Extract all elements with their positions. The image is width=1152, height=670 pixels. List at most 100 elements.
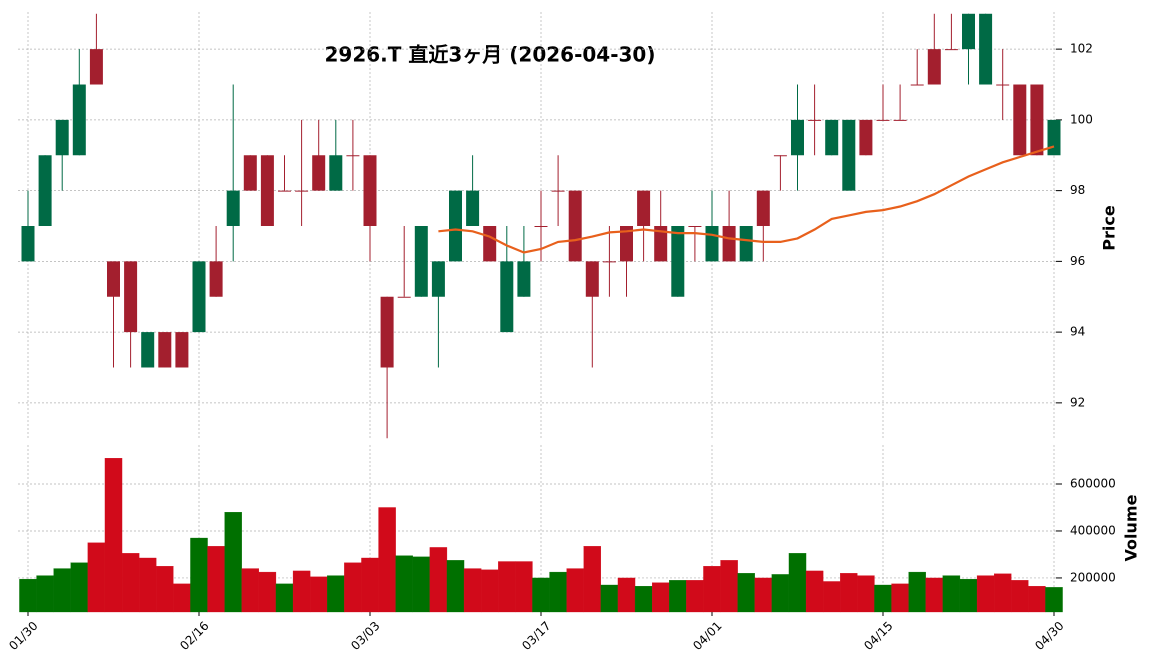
volume-bar xyxy=(686,580,704,613)
y-tick-label: 94 xyxy=(1070,325,1085,339)
y-tick-label: 92 xyxy=(1070,395,1085,409)
volume-bar xyxy=(258,571,277,613)
volume-bar xyxy=(87,542,106,613)
volume-bar xyxy=(515,561,533,613)
candle-body xyxy=(363,155,377,226)
volume-bar xyxy=(1045,587,1063,613)
candle-body xyxy=(944,49,958,51)
volume-bar xyxy=(754,577,773,613)
x-tick-label: 04/30 xyxy=(1032,619,1066,653)
volume-axis-label: Volume xyxy=(1122,494,1141,561)
x-tick-label: 01/30 xyxy=(6,619,40,653)
candle-body xyxy=(551,190,565,192)
volume-bar xyxy=(429,547,448,613)
y-tick-label: 96 xyxy=(1070,254,1085,268)
candle-body xyxy=(175,332,189,368)
candle-body xyxy=(243,155,257,191)
volume-bar xyxy=(669,580,687,613)
candle-body xyxy=(876,119,890,121)
volume-bar xyxy=(805,570,824,613)
volume-bar xyxy=(292,570,311,613)
volume-bar xyxy=(361,557,379,613)
candle-body xyxy=(226,190,240,226)
candle-body xyxy=(346,155,360,157)
volume-bar xyxy=(19,578,37,613)
candle-body xyxy=(1013,84,1027,156)
volume-bar xyxy=(104,458,123,613)
volume-bar xyxy=(36,575,54,613)
volume-bar xyxy=(412,556,431,613)
volume-bar xyxy=(463,568,482,613)
candle-body xyxy=(158,332,172,368)
volume-bar xyxy=(840,573,858,613)
volume-bar xyxy=(138,557,157,613)
candle-body xyxy=(825,119,839,156)
candle-body xyxy=(979,13,993,85)
candle-body xyxy=(637,190,651,226)
volume-bar xyxy=(446,560,465,613)
y-tick-label: 100 xyxy=(1070,112,1093,126)
candle-body xyxy=(312,155,326,191)
volume-bar xyxy=(976,575,995,613)
candle-body xyxy=(21,226,35,262)
volume-bar xyxy=(600,584,619,613)
candle-body xyxy=(466,190,480,226)
volume-bar xyxy=(395,555,413,613)
candle-body xyxy=(859,119,873,156)
candle-body xyxy=(414,226,428,297)
volume-bar xyxy=(771,574,790,613)
volume-bar xyxy=(53,568,71,613)
volume-bar xyxy=(617,577,636,613)
candle-body xyxy=(842,119,856,191)
candle-body xyxy=(517,261,531,297)
candle-body xyxy=(927,49,941,85)
x-tick-label: 03/03 xyxy=(348,619,382,653)
volume-bar xyxy=(121,553,140,613)
candle-body xyxy=(89,49,103,85)
volume-bar xyxy=(566,568,584,613)
candle-body xyxy=(705,226,719,262)
candle-body xyxy=(124,261,138,333)
candle-body xyxy=(141,332,155,368)
volume-bar xyxy=(480,569,499,613)
volume-bar xyxy=(823,581,841,613)
candle-body xyxy=(1047,119,1061,156)
candle-body xyxy=(107,261,120,297)
x-tick-label: 04/15 xyxy=(861,619,895,653)
candle-body xyxy=(962,13,975,50)
volume-bar xyxy=(378,507,396,613)
chart-title: 2926.T 直近3ヶ月 (2026-04-30) xyxy=(325,43,656,67)
candle-body xyxy=(278,190,291,192)
volume-bar xyxy=(583,546,602,613)
candle-body xyxy=(38,155,52,226)
volume-bar xyxy=(703,566,721,613)
volume-bar xyxy=(737,573,755,613)
volume-bar xyxy=(309,576,328,613)
candle-body xyxy=(500,261,514,333)
candle-body xyxy=(722,226,736,262)
moving-average-line xyxy=(438,145,1055,254)
volume-bar xyxy=(942,575,961,613)
x-tick-label: 03/17 xyxy=(519,619,553,653)
y-axis-label: Price xyxy=(1100,205,1119,251)
y-tick-label: 98 xyxy=(1070,183,1085,197)
volume-bar xyxy=(224,512,242,613)
candle-body xyxy=(756,190,770,226)
candle-body xyxy=(72,84,86,156)
candle-body xyxy=(585,261,599,297)
volume-bar xyxy=(874,584,892,613)
y-tick-label: 102 xyxy=(1070,42,1093,56)
candle-body xyxy=(483,226,497,262)
candle-body xyxy=(739,226,753,262)
volume-bar xyxy=(925,577,944,613)
volume-bar xyxy=(70,562,89,613)
volume-bar xyxy=(207,546,225,613)
candle-body xyxy=(996,84,1010,86)
candle-body xyxy=(602,261,616,263)
volume-bar xyxy=(891,583,909,613)
volume-bar xyxy=(959,578,978,613)
candle-body xyxy=(431,261,445,297)
volume-bar xyxy=(1011,580,1029,613)
candle-body xyxy=(893,119,907,121)
candle-body xyxy=(55,119,69,156)
